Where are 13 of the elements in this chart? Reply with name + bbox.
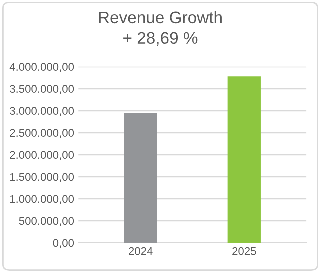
- y-tick-label: 4.000.000,00: [10, 63, 74, 72]
- x-tick-label: 2025: [232, 247, 256, 256]
- y-tick-label: 0,00: [53, 239, 74, 248]
- y-tick-label: 3.500.000,00: [10, 85, 74, 94]
- y-tick-label: 2.000.000,00: [10, 151, 74, 160]
- y-tick-label: 500.000,00: [19, 217, 74, 226]
- y-tick-label: 1.500.000,00: [10, 173, 74, 182]
- chart-subtitle: + 28,69 %: [124, 32, 198, 46]
- x-tick-label: 2024: [129, 247, 153, 256]
- y-tick-label: 2.500.000,00: [10, 129, 74, 138]
- y-tick-label: 1.000.000,00: [10, 195, 74, 204]
- chart-title: Revenue Growth: [99, 11, 222, 24]
- y-tick-label: 3.000.000,00: [10, 107, 74, 116]
